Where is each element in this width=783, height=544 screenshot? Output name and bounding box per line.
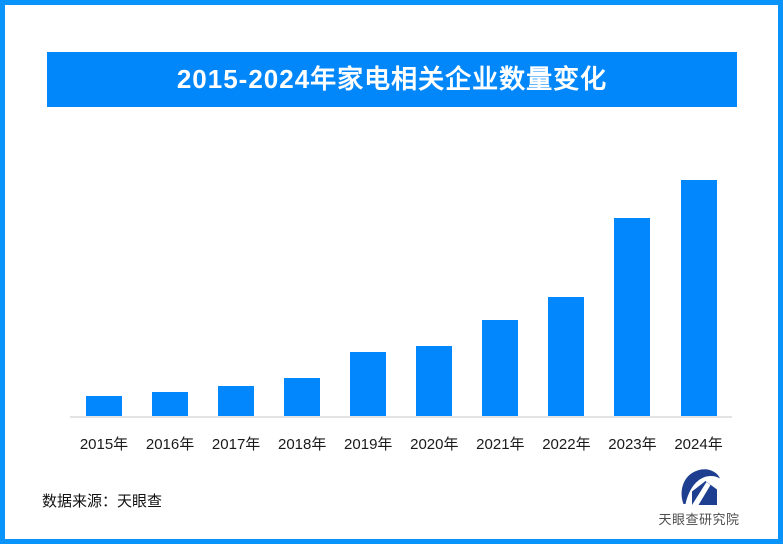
x-tick-label-2015年: 2015年	[79, 436, 129, 453]
x-tick-label-2020年: 2020年	[410, 436, 459, 453]
bar-2015年	[86, 396, 122, 416]
publisher-logo-label: 天眼查研究院	[658, 512, 740, 527]
bar-2022年	[548, 297, 585, 416]
x-tick-label-2017年: 2017年	[211, 436, 261, 453]
x-tick-label-2018年: 2018年	[277, 436, 327, 453]
x-axis-line	[70, 416, 732, 418]
bar-2018年	[284, 378, 321, 416]
bar-2017年	[218, 386, 255, 416]
logo-shapes	[681, 469, 720, 505]
x-tick-label-2022年: 2022年	[542, 436, 591, 453]
x-tick-label-2023年: 2023年	[608, 436, 657, 453]
bar-chart: 2015年 2016年 2017年 2018年 2019年 2020年 2021年 2022年…	[5, 5, 778, 539]
x-tick-label-2016年: 2016年	[145, 436, 195, 453]
bar-2019年	[350, 352, 387, 416]
data-source-note: 数据来源：天眼查	[42, 493, 163, 510]
x-tick-label-2019年: 2019年	[344, 436, 393, 453]
bar-2016年	[152, 392, 189, 416]
chart-title-banner: 2015-2024年家电相关企业数量变化	[47, 52, 737, 107]
bar-2021年	[482, 320, 519, 416]
publisher-logo: 天眼查研究院	[653, 467, 745, 528]
x-tick-label-2024年: 2024年	[674, 436, 723, 453]
x-tick-label-2021年: 2021年	[476, 436, 525, 453]
bar-2020年	[416, 346, 453, 416]
tianyancha-logo-mark-icon	[681, 469, 720, 505]
bar-2024年	[680, 180, 717, 416]
bar-2023年	[614, 218, 651, 416]
